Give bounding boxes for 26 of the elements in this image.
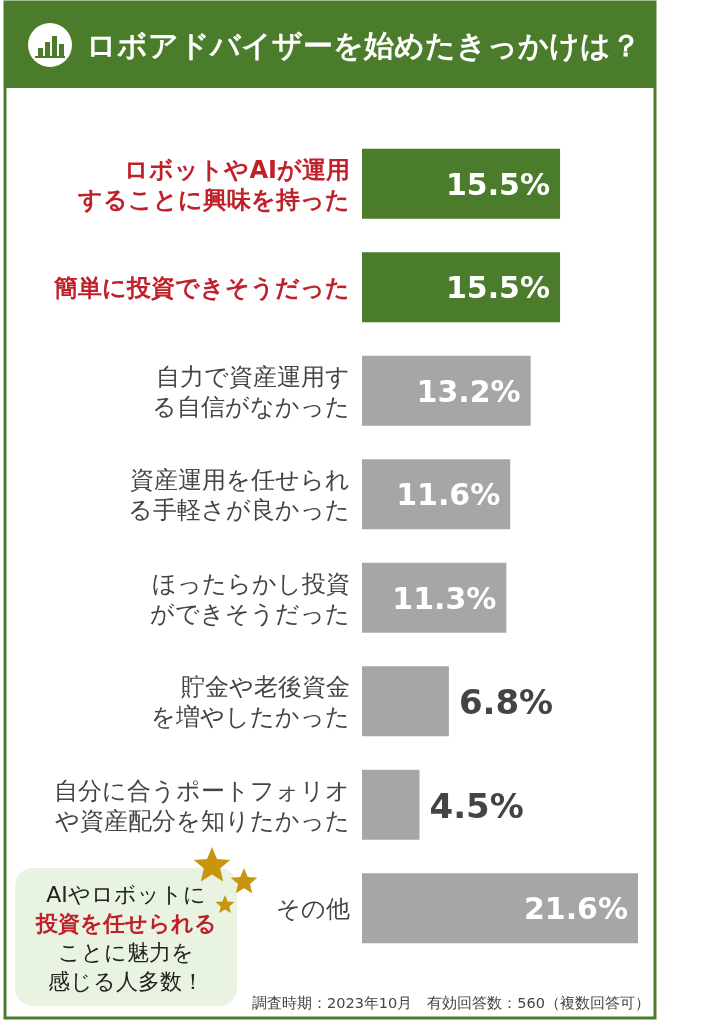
data-label: 11.3% — [392, 580, 497, 616]
data-label: 4.5% — [429, 785, 524, 826]
data-label: 6.8% — [458, 682, 554, 723]
bar — [362, 252, 561, 323]
data-label: 15.5% — [445, 270, 551, 306]
bar — [362, 148, 561, 219]
y-tick-label: その他 — [276, 895, 350, 924]
data-label: 15.5% — [445, 166, 551, 202]
data-label: 13.2% — [416, 373, 521, 409]
y-tick-label: 簡単に投資できそうだった — [53, 274, 350, 303]
bar — [362, 666, 449, 737]
bar — [362, 459, 511, 530]
bar — [362, 355, 531, 426]
bar — [362, 769, 420, 840]
y-tick-label: 自分に合うポートフォリオや資産配分を知りたかった — [54, 776, 350, 835]
y-tick-label: ほったらかし投資ができそうだった — [150, 569, 350, 628]
data-label: 21.6% — [523, 891, 628, 927]
text: AIやロボットに投資を任せられることに魅力を感じる人多数！ — [34, 882, 217, 994]
bar — [362, 873, 638, 944]
data-label: 11.6% — [396, 477, 501, 513]
y-tick-label: 自力で資産運用する自信がなかった — [152, 362, 350, 421]
chart-title: ロボアドバイザーを始めたきっかけは？ — [86, 28, 641, 63]
text: 調査時期：2023年10月 有効回答数：560（複数回答可） — [251, 995, 650, 1011]
y-tick-label: ロボットやAIが運用することに興味を持った — [77, 155, 350, 214]
y-tick-label: 資産運用を任せられる手軽さが良かった — [128, 466, 350, 525]
y-tick-label: 貯金や老後資金を増やしたかった — [151, 673, 350, 732]
